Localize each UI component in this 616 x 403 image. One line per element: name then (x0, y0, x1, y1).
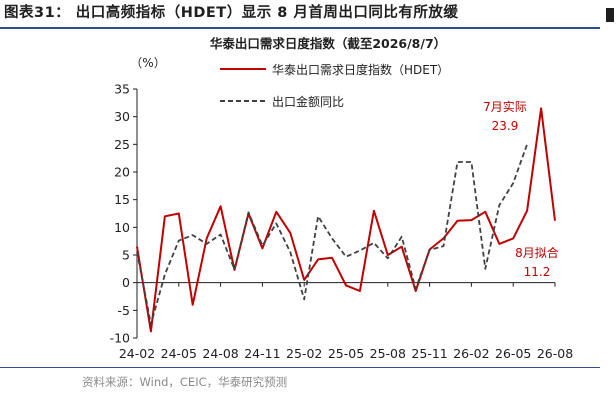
y-tick-label: 30 (114, 109, 130, 124)
annotation-july-label: 7月实际 (483, 99, 527, 114)
y-tick-label: -10 (110, 331, 130, 346)
line-chart: 华泰出口需求日度指数（截至2026/8/7） （%） 华泰出口需求日度指数（HD… (110, 36, 574, 361)
x-tick-label: 24-11 (244, 346, 280, 361)
y-axis: -10 -5 0 5 10 15 20 25 30 35 (110, 82, 138, 346)
y-tick-label: 35 (114, 82, 130, 97)
series-line-hdet (136, 107, 556, 333)
y-tick-label: 5 (122, 248, 130, 263)
x-axis: 24-02 24-05 24-08 24-11 25-02 25-05 25-08 25-11… (119, 282, 573, 361)
y-axis-unit-label: （%） (130, 56, 165, 70)
source-rule (0, 367, 600, 368)
y-tick-label: 20 (114, 165, 130, 180)
y-tick-label: 0 (122, 275, 130, 290)
x-tick-label: 25-05 (328, 346, 364, 361)
x-tick-label: 24-08 (202, 346, 238, 361)
cropped-next-figure-edge (606, 8, 614, 22)
y-tick-label: 10 (114, 220, 130, 235)
annotation-august-value: 11.2 (524, 265, 551, 279)
y-tick-label: -5 (118, 303, 130, 318)
figure-title: 图表31： 出口高频指标（HDET）显示 8 月首周出口同比有所放缓 (4, 5, 459, 21)
legend: 华泰出口需求日度指数（HDET） 出口金额同比 (220, 62, 449, 109)
x-tick-label: 26-08 (537, 346, 573, 361)
chart-title: 华泰出口需求日度指数（截至2026/8/7） (210, 36, 446, 51)
x-tick-label: 26-05 (495, 346, 531, 361)
legend-label-hdet: 华泰出口需求日度指数（HDET） (272, 62, 449, 77)
x-tick-label: 24-05 (161, 346, 197, 361)
annotation-july: 7月实际 23.9 (483, 99, 527, 133)
x-tick-label: 25-08 (370, 346, 406, 361)
x-tick-label: 25-11 (411, 346, 447, 361)
x-tick-label: 25-02 (286, 346, 322, 361)
y-tick-label: 25 (114, 137, 130, 152)
x-tick-label: 24-02 (119, 346, 155, 361)
series-line-export-yoy (136, 143, 528, 326)
series-layer (136, 107, 556, 333)
x-tick-label: 26-02 (453, 346, 489, 361)
annotation-july-value: 23.9 (492, 119, 519, 133)
annotation-august: 8月拟合 11.2 (515, 245, 559, 279)
legend-label-export: 出口金额同比 (272, 94, 344, 109)
annotation-august-label: 8月拟合 (515, 245, 559, 260)
source-note: 资料来源：Wind，CEIC，华泰研究预测 (82, 375, 288, 389)
title-rule (0, 27, 600, 29)
y-tick-label: 15 (114, 192, 130, 207)
